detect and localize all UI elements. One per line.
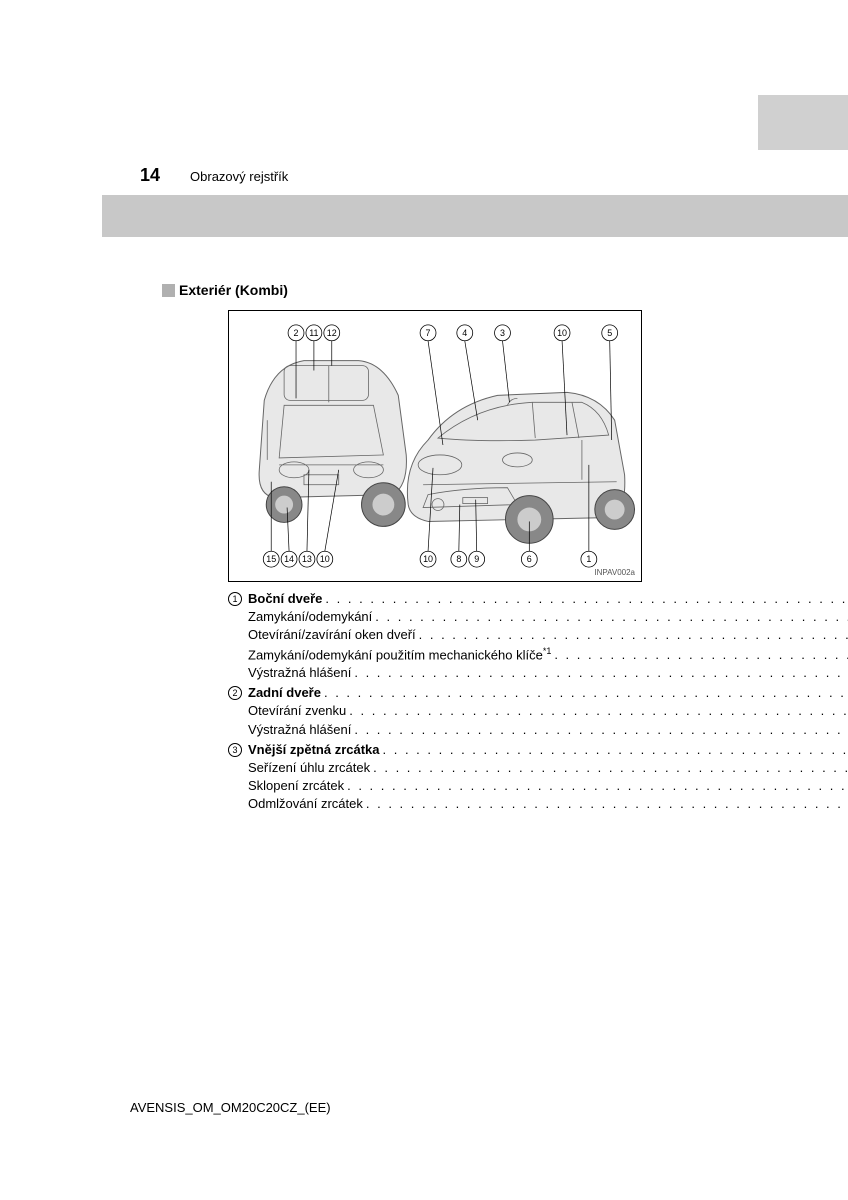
dot-leader	[349, 702, 848, 720]
index-list: 1Boční dveřeS. 132Zamykání/odemykáníS. 1…	[228, 590, 642, 816]
index-item: 1Boční dveřeS. 132Zamykání/odemykáníS. 1…	[228, 590, 642, 682]
svg-text:5: 5	[607, 328, 612, 338]
item-sub-row: Otevírání zvenkuS. 143	[248, 702, 848, 720]
header-title: Obrazový rejstřík	[190, 169, 288, 184]
svg-text:12: 12	[327, 328, 337, 338]
dot-leader	[354, 721, 848, 739]
car-front	[407, 392, 634, 543]
dot-leader	[354, 664, 848, 682]
svg-text:8: 8	[456, 554, 461, 564]
svg-text:11: 11	[309, 328, 318, 338]
item-label: Výstražná hlášení	[248, 664, 351, 682]
svg-text:9: 9	[474, 554, 479, 564]
item-label: Vnější zpětná zrcátka	[248, 741, 380, 759]
item-content: Vnější zpětná zrcátkaS. 179Seřízení úhlu…	[248, 741, 848, 814]
svg-text:10: 10	[320, 554, 330, 564]
item-main-row: Boční dveřeS. 132	[248, 590, 848, 608]
svg-text:13: 13	[302, 554, 312, 564]
svg-text:10: 10	[423, 554, 433, 564]
top-gray-tab	[758, 95, 848, 150]
section-title: Exteriér (Kombi)	[162, 282, 288, 298]
exterior-diagram: 2 11 12 7 4 3 10 5 15 14 13 10 10 8 9 6 1 INPAV002a	[228, 310, 642, 582]
item-sub-row: Seřízení úhlu zrcátekS. 179	[248, 759, 848, 777]
bullet-icon	[162, 284, 175, 297]
item-content: Boční dveřeS. 132Zamykání/odemykáníS. 13…	[248, 590, 848, 682]
item-main-row: Vnější zpětná zrcátkaS. 179	[248, 741, 848, 759]
item-number-circle: 2	[228, 686, 242, 700]
item-label: Sklopení zrcátek	[248, 777, 344, 795]
item-content: Zadní dveřeS. 143Otevírání zvenkuS. 143V…	[248, 684, 848, 739]
item-sub-row: Zamykání/odemykáníS. 132	[248, 608, 848, 626]
item-label: Boční dveře	[248, 590, 322, 608]
callouts-top: 2 11 12 7 4 3 10 5	[288, 325, 618, 341]
diagram-svg: 2 11 12 7 4 3 10 5 15 14 13 10 10 8 9 6 1	[229, 311, 641, 581]
item-label: Výstražná hlášení	[248, 721, 351, 739]
item-label: Seřízení úhlu zrcátek	[248, 759, 370, 777]
header-gray-band	[102, 195, 848, 237]
diagram-code: INPAV002a	[594, 568, 635, 577]
item-label: Zadní dveře	[248, 684, 321, 702]
item-sub-row: Výstražná hlášeníS. 531	[248, 721, 848, 739]
dot-leader	[419, 626, 848, 644]
svg-text:10: 10	[557, 328, 567, 338]
dot-leader	[554, 646, 848, 664]
item-number-circle: 3	[228, 743, 242, 757]
item-label: Zamykání/odemykání	[248, 608, 372, 626]
callouts-bottom: 15 14 13 10 10 8 9 6 1	[263, 551, 597, 567]
item-label: Zamykání/odemykání použitím mechanického…	[248, 645, 551, 665]
page-header: 14 Obrazový rejstřík	[140, 165, 288, 186]
svg-text:3: 3	[500, 328, 505, 338]
item-label: Otevírání zvenku	[248, 702, 346, 720]
svg-text:1: 1	[586, 554, 591, 564]
car-rear	[259, 361, 406, 527]
svg-text:15: 15	[266, 554, 276, 564]
dot-leader	[366, 795, 848, 813]
svg-text:2: 2	[294, 328, 299, 338]
index-item: 2Zadní dveřeS. 143Otevírání zvenkuS. 143…	[228, 684, 642, 739]
svg-text:14: 14	[284, 554, 294, 564]
svg-text:6: 6	[527, 554, 532, 564]
item-sub-row: Zamykání/odemykání použitím mechanického…	[248, 645, 848, 665]
page-number: 14	[140, 165, 160, 186]
footer-code: AVENSIS_OM_OM20C20CZ_(EE)	[130, 1100, 331, 1115]
dot-leader	[325, 590, 848, 608]
dot-leader	[324, 684, 848, 702]
item-sub-row: Výstražná hlášeníS. 531	[248, 664, 848, 682]
item-sub-row: Otevírání/zavírání oken dveříS. 182	[248, 626, 848, 644]
item-number-circle: 1	[228, 592, 242, 606]
item-sub-row: Odmlžování zrcátekS. 384, 391	[248, 795, 848, 813]
dot-leader	[383, 741, 848, 759]
dot-leader	[375, 608, 848, 626]
section-title-text: Exteriér (Kombi)	[179, 282, 288, 298]
svg-text:4: 4	[462, 328, 467, 338]
item-label: Odmlžování zrcátek	[248, 795, 363, 813]
item-label: Otevírání/zavírání oken dveří	[248, 626, 416, 644]
index-item: 3Vnější zpětná zrcátkaS. 179Seřízení úhl…	[228, 741, 642, 814]
dot-leader	[373, 759, 848, 777]
item-main-row: Zadní dveřeS. 143	[248, 684, 848, 702]
item-sub-row: Sklopení zrcátekS. 180	[248, 777, 848, 795]
dot-leader	[347, 777, 848, 795]
svg-text:7: 7	[426, 328, 431, 338]
